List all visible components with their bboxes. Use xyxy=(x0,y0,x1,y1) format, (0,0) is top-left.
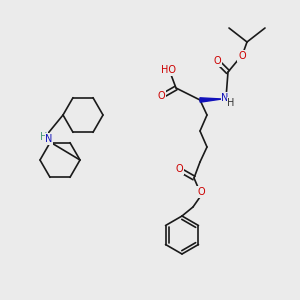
Text: O: O xyxy=(197,187,205,197)
Text: N: N xyxy=(45,134,53,144)
Text: H: H xyxy=(40,132,48,142)
Text: O: O xyxy=(238,51,246,61)
Polygon shape xyxy=(200,98,222,102)
Text: O: O xyxy=(213,56,221,66)
Text: HO: HO xyxy=(161,65,176,75)
Text: H: H xyxy=(227,98,235,108)
Text: N: N xyxy=(221,93,229,103)
Text: O: O xyxy=(157,91,165,101)
Text: O: O xyxy=(175,164,183,174)
